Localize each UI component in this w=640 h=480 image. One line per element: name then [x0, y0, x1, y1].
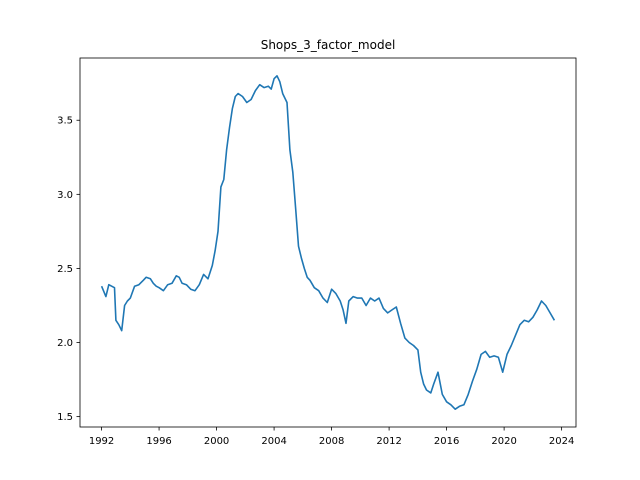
x-tick-label: 2020 [491, 436, 516, 447]
x-tick-label: 2024 [549, 436, 574, 447]
plot-area [100, 75, 556, 411]
chart-title: Shops_3_factor_model [261, 38, 396, 52]
y-tick-label: 2.5 [57, 264, 73, 275]
x-tick-label: 2008 [319, 436, 344, 447]
y-tick-label: 3.0 [57, 190, 73, 201]
series-line [100, 75, 556, 411]
x-tick-label: 2000 [204, 436, 229, 447]
x-tick-label: 2016 [434, 436, 459, 447]
y-tick-label: 1.5 [57, 412, 73, 423]
y-axis: 1.5 2.0 2.5 3.0 3.5 [57, 116, 80, 423]
axes-frame [79, 57, 577, 428]
x-tick-label: 2004 [261, 436, 286, 447]
y-tick-label: 2.0 [57, 338, 73, 349]
x-tick-label: 1992 [89, 436, 114, 447]
x-axis: 1992 1996 2000 2004 2008 2012 2016 2020 2024 [89, 427, 574, 447]
x-tick-label: 1996 [146, 436, 171, 447]
y-tick-label: 3.5 [57, 116, 73, 127]
x-tick-label: 2012 [376, 436, 401, 447]
